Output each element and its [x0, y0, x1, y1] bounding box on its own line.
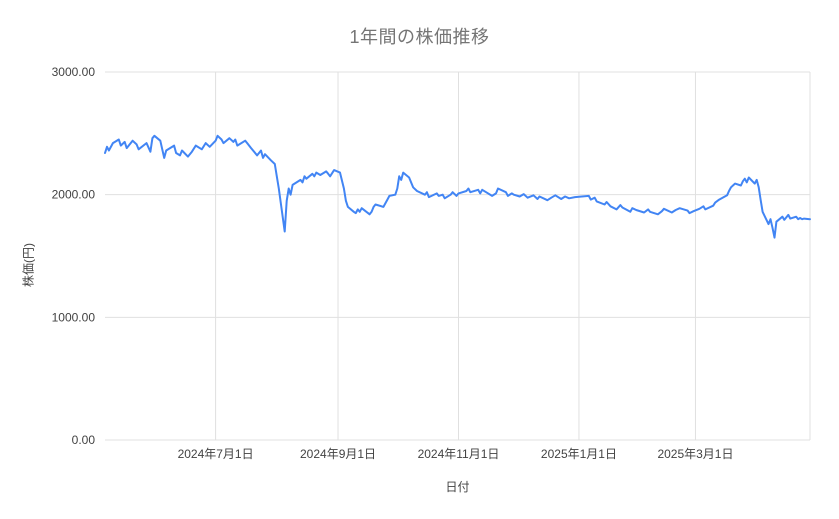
y-axis-tick-label: 3000.00 [52, 65, 96, 79]
price-line-series [104, 134, 811, 239]
y-axis-tick-label: 1000.00 [52, 310, 96, 324]
x-axis-tick-label: 2024年7月1日 [178, 447, 254, 461]
chart-title: 1年間の株価推移 [349, 27, 490, 47]
x-axis-tick-label: 2024年9月1日 [300, 447, 376, 461]
x-axis-title: 日付 [445, 480, 470, 494]
y-axis-tick-label: 0.00 [72, 433, 96, 447]
y-axis-tick-label: 2000.00 [52, 188, 96, 202]
x-axis-tick-label: 2024年11月1日 [418, 447, 500, 461]
x-axis-tick-label: 2025年1月1日 [541, 447, 617, 461]
x-axis-tick-label: 2025年3月1日 [657, 447, 733, 461]
